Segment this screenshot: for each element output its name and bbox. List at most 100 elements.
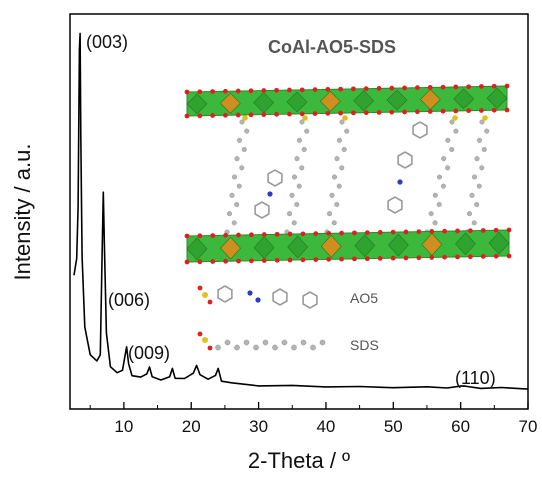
carbon-atom xyxy=(234,156,240,162)
oxygen-atom xyxy=(504,83,510,89)
carbon-atom xyxy=(432,220,438,226)
octahedron xyxy=(486,87,508,109)
oxygen-atom xyxy=(351,86,356,92)
octahedron xyxy=(353,90,375,112)
oxygen-atom xyxy=(197,233,203,239)
nitrogen-atom xyxy=(397,179,403,185)
oxygen-atom xyxy=(390,229,396,235)
oxygen-atom xyxy=(338,110,343,116)
oxygen-atom xyxy=(325,110,331,116)
benzene-ring xyxy=(412,121,428,139)
sulfur-atom xyxy=(342,115,348,121)
carbon-atom xyxy=(332,174,338,180)
peak-label-110: (110) xyxy=(455,368,496,388)
oxygen-atom xyxy=(274,87,279,93)
octahedron xyxy=(455,232,476,256)
oxygen-atom xyxy=(287,87,292,93)
carbon-atom xyxy=(281,339,288,346)
oxygen-atom xyxy=(287,231,293,237)
oxygen-atom xyxy=(235,88,241,94)
oxygen-atom xyxy=(313,231,319,237)
oxygen-atom xyxy=(491,107,497,113)
oxygen-atom xyxy=(389,85,395,91)
oxygen-atom xyxy=(261,88,267,93)
sulfur-atom xyxy=(202,337,208,343)
oxygen-atom xyxy=(197,89,203,95)
oxygen-atom xyxy=(376,110,382,115)
carbon-atom xyxy=(337,137,343,143)
benzene-ring xyxy=(254,201,270,219)
oxygen-atom xyxy=(210,89,216,94)
oxygen-atom xyxy=(429,229,435,234)
oxygen-atom xyxy=(326,256,332,262)
octahedron xyxy=(319,90,341,112)
carbon-atom xyxy=(453,128,459,134)
carbon-atom xyxy=(296,183,302,189)
octahedron xyxy=(386,89,408,111)
x-tick-label: 40 xyxy=(316,417,335,436)
benzene-ring xyxy=(397,151,413,169)
plot-frame xyxy=(69,13,529,410)
oxygen-atom xyxy=(249,232,254,238)
oxygen-atom xyxy=(377,230,383,235)
sulfur-atom xyxy=(452,115,458,121)
oxygen-atom xyxy=(352,256,357,262)
carbon-atom xyxy=(226,211,232,217)
carbon-atom xyxy=(327,211,333,217)
carbon-atom xyxy=(231,174,237,180)
peak-label-009: (009) xyxy=(128,343,170,363)
carbon-atom xyxy=(299,119,305,125)
oxygen-atom xyxy=(416,255,422,261)
oxygen-atom xyxy=(300,231,306,237)
carbon-atom xyxy=(474,156,480,162)
carbon-atom xyxy=(339,119,345,125)
carbon-atom xyxy=(310,344,316,351)
octahedron xyxy=(219,92,241,114)
x-axis-tick-labels: 10 20 30 40 50 60 70 xyxy=(114,417,537,436)
carbon-atom xyxy=(299,165,305,171)
carbon-atom xyxy=(243,339,250,346)
oxygen-atom xyxy=(466,108,471,114)
oxygen-atom xyxy=(377,256,383,261)
oxygen-atom xyxy=(453,84,459,90)
carbon-atom xyxy=(301,146,307,152)
carbon-atom xyxy=(294,201,300,207)
octahedron xyxy=(286,91,308,113)
carbon-atom xyxy=(297,137,303,143)
oxygen-atom xyxy=(493,253,499,259)
oxygen-atom xyxy=(480,254,486,259)
intercalated-chains xyxy=(224,115,490,235)
carbon-atom xyxy=(294,156,300,162)
carbon-atom xyxy=(449,146,455,152)
oxygen-atom xyxy=(299,111,305,117)
carbon-atom xyxy=(329,192,335,198)
oxygen-atom xyxy=(261,112,267,117)
carbon-atom xyxy=(319,339,326,346)
octahedron xyxy=(488,231,510,255)
carbon-atom xyxy=(344,128,350,134)
x-tick-label: 10 xyxy=(114,417,133,436)
oxygen-atom xyxy=(223,258,229,264)
carbon-atom xyxy=(289,192,295,198)
oxygen-atom xyxy=(363,110,369,116)
legend-label-sds: SDS xyxy=(350,337,379,353)
oxygen-atom xyxy=(223,88,228,94)
y-axis-title: Intensity / a.u. xyxy=(10,144,35,281)
nitrogen-atom xyxy=(247,290,253,296)
octahedron xyxy=(453,88,475,110)
benzene-ring xyxy=(217,285,233,303)
x-tick-label: 60 xyxy=(451,417,470,436)
carbon-atom xyxy=(239,165,245,171)
oxygen-atom xyxy=(184,89,190,95)
carbon-atom xyxy=(331,220,337,226)
inset-structure-illustration: CoAl-AO5-SDS AO5 SDS xyxy=(184,37,512,353)
carbon-atom xyxy=(234,201,240,207)
oxygen-atom xyxy=(390,255,396,261)
oxygen-atom xyxy=(274,111,279,117)
carbon-atom xyxy=(262,339,269,346)
carbon-atom xyxy=(474,201,480,207)
carbon-atom xyxy=(272,344,278,351)
carbon-atom xyxy=(229,192,235,198)
carbon-atom xyxy=(287,211,293,217)
